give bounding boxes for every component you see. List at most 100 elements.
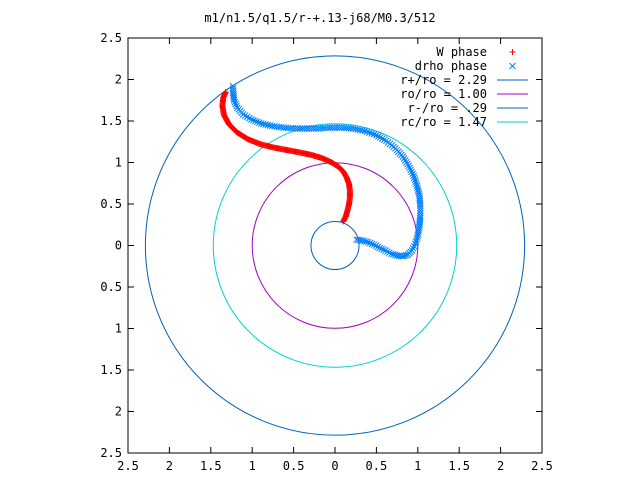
drho-phase-point [389,250,397,258]
drho-phase-point [253,118,261,126]
legend-label: W phase [436,45,487,59]
drho-phase-point [231,98,239,106]
drho-phase-point [233,104,241,112]
x-tick-label: 0.5 [283,459,305,473]
legend-label: drho phase [415,59,487,73]
x-tick-label: 1.5 [448,459,470,473]
circle-r- [310,220,360,271]
drho-phase-point [372,242,380,250]
circle-ro [251,162,419,329]
drho-phase-point [376,244,384,252]
drho-phase-point [366,239,374,247]
drho-phase-point [406,164,414,172]
legend-label: r+/ro = 2.29 [400,73,487,87]
drho-phase-point [250,116,257,124]
drho-phase-point [409,170,417,178]
legend-label: ro/ro = 1.00 [400,87,487,101]
y-tick-label: 2 [115,73,122,87]
y-tick-label: 0.5 [100,197,122,211]
drho-phase-point [410,174,418,182]
drho-phase-point [257,120,265,127]
drho-phase-point [382,137,390,145]
x-tick-label: 2 [166,459,173,473]
drho-phase-point [413,182,421,190]
drho-phase-point [251,117,259,125]
drho-phase-point [384,248,391,255]
y-tick-label: 2.5 [100,446,122,460]
x-tick-label: 2 [497,459,504,473]
y-tick-label: 2.5 [100,31,122,45]
drho-phase-point [412,238,420,246]
legend-label: r-/ro = .29 [408,101,487,115]
drho-phase-point [255,119,263,127]
drho-phase-point [412,180,420,188]
drho-phase-point [415,190,423,198]
y-tick-label: 1.5 [100,363,122,377]
drho-phase-point [416,192,423,200]
drho-phase-point [416,212,424,219]
data-points [219,82,424,260]
drho-phase-point [386,249,393,257]
y-tick-label: 1.5 [100,114,122,128]
drho-phase-point [413,234,421,241]
drho-phase-point [377,134,384,141]
legend-marker [509,62,516,70]
drho-phase-point [382,247,389,254]
drho-phase-point [232,100,239,108]
drho-phase-point [411,176,419,184]
y-tick-label: 1 [115,322,122,336]
x-tick-label: 0 [331,459,338,473]
drho-phase-point [411,240,419,248]
drho-phase-point [380,246,387,254]
drho-phase-point [370,241,378,249]
drho-phase-point [415,188,422,196]
w-phase-point [222,88,229,95]
drho-phase-point [414,184,421,192]
x-tick-label: 2.5 [117,459,139,473]
chart-title: m1/n1.5/q1.5/r-+.13-j68/M0.3/512 [204,11,435,25]
drho-phase-point [370,130,378,138]
drho-phase-point [233,102,240,110]
drho-phase-point [413,236,420,244]
drho-phase-point [410,172,418,180]
drho-phase-point [368,130,376,137]
drho-phase-point [408,168,416,176]
x-tick-label: 2.5 [531,459,553,473]
drho-phase-point [407,166,415,174]
drho-phase-point [374,243,382,251]
axis-ticks: 2.5 2 1.5 1 0.5 0 0.5 1 1.5 2 2.52.521.510.500.511… [100,31,553,473]
drho-phase-point [229,84,237,92]
drho-phase-point [378,245,385,253]
x-tick-label: 1 [249,459,256,473]
x-tick-label: 1 [414,459,421,473]
y-tick-label: 0 [115,239,122,253]
drho-phase-point [366,129,373,136]
drho-phase-point [402,251,410,259]
drho-phase-point [375,132,382,140]
drho-phase-point [358,237,366,244]
drho-phase-point [380,136,388,144]
y-tick-label: 2 [115,405,122,419]
x-tick-label: 1.5 [200,459,222,473]
drho-phase-point [364,238,372,246]
circle-rc [212,123,458,368]
drho-phase-point [416,209,424,217]
drho-phase-point [379,135,386,142]
y-tick-label: 1 [115,156,122,170]
drho-phase-point [416,207,424,214]
circle-r- [144,55,526,436]
y-tick-label: 0.5 [100,280,122,294]
drho-phase-point [368,240,376,248]
x-tick-label: 0.5 [366,459,388,473]
drho-phase-point [373,131,380,139]
legend-label: rc/ro = 1.47 [400,115,487,129]
drho-phase-point [414,186,422,194]
drho-phase-point [360,237,368,245]
drho-phase-point [260,120,267,128]
reference-circles [144,55,526,436]
drho-phase-point [387,250,395,258]
drho-phase-point [229,82,237,90]
drho-phase-point [412,178,420,186]
